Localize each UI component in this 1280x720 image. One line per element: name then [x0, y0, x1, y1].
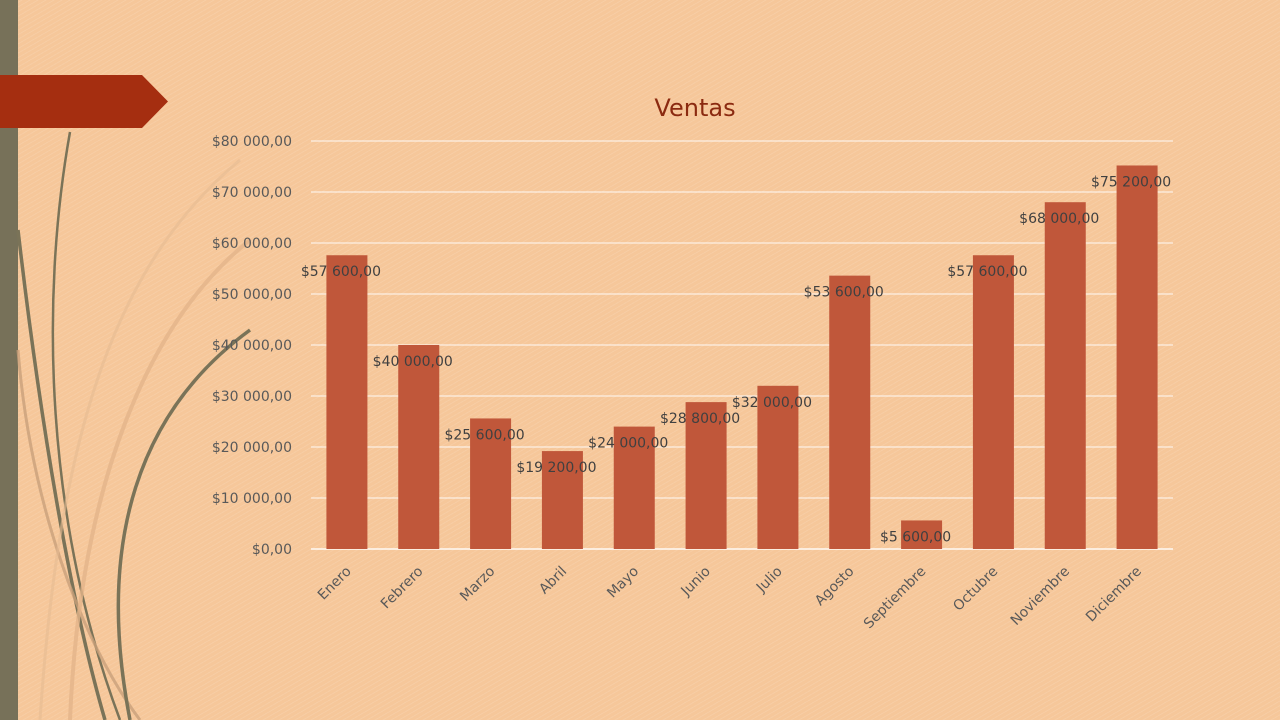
data-label: $57 600,00: [301, 264, 381, 280]
y-tick-label: $10 000,00: [212, 491, 292, 507]
x-tick-label: Octubre: [950, 564, 1001, 615]
bar-marzo: [470, 418, 512, 549]
data-label: $25 600,00: [444, 427, 524, 443]
data-label: $75 200,00: [1091, 174, 1171, 190]
x-tick-label: Diciembre: [1083, 564, 1145, 626]
x-tick-label: Mayo: [604, 564, 642, 602]
bar-agosto: [829, 275, 871, 549]
bar-febrero: [398, 345, 440, 549]
x-tick-label: Abril: [536, 564, 570, 598]
x-tick-label: Febrero: [378, 564, 427, 613]
title-tab-shape: [0, 75, 168, 128]
x-tick-label: Enero: [315, 564, 355, 604]
bar-diciembre: [1116, 165, 1158, 550]
data-label: $5 600,00: [880, 529, 951, 545]
x-axis: Enero Febrero Marzo Abril Mayo Junio Julio Agos…: [315, 564, 1145, 633]
data-labels: $57 600,00 $40 000,00 $25 600,00 $19 200,00…: [301, 174, 1171, 545]
y-tick-label: $30 000,00: [212, 389, 292, 405]
data-label: $40 000,00: [373, 354, 453, 370]
bar-noviembre: [1044, 202, 1086, 549]
bars: [326, 165, 1158, 550]
bar-julio: [757, 385, 799, 549]
data-label: $68 000,00: [1019, 211, 1099, 227]
gridlines: [311, 140, 1173, 550]
bar-junio: [685, 402, 727, 549]
x-tick-label: Marzo: [457, 564, 498, 605]
y-tick-label: $50 000,00: [212, 287, 292, 303]
y-tick-label: $80 000,00: [212, 134, 292, 150]
data-label: $57 600,00: [947, 264, 1027, 280]
data-label: $24 000,00: [588, 436, 668, 452]
data-label: $32 000,00: [732, 395, 812, 411]
slide-side-bar: [0, 0, 18, 720]
x-tick-label: Noviembre: [1008, 564, 1073, 629]
y-tick-label: $20 000,00: [212, 440, 292, 456]
x-tick-label: Agosto: [812, 564, 858, 610]
bar-abril: [541, 451, 583, 549]
y-tick-label: $40 000,00: [212, 338, 292, 354]
y-tick-label: $60 000,00: [212, 236, 292, 252]
data-label: $53 600,00: [804, 285, 884, 301]
x-tick-label: Julio: [753, 564, 786, 597]
y-tick-label: $0,00: [252, 542, 292, 558]
bar-octubre: [972, 255, 1014, 550]
bar-septiembre: [901, 520, 943, 549]
chart-title: Ventas: [654, 94, 735, 122]
x-tick-label: Junio: [678, 564, 714, 600]
bar-mayo: [613, 426, 655, 549]
y-tick-label: $70 000,00: [212, 185, 292, 201]
bar-enero: [326, 255, 368, 550]
data-label: $28 800,00: [660, 411, 740, 427]
y-axis: $0,00 $10 000,00 $20 000,00 $30 000,00 $40 0…: [212, 134, 292, 558]
x-tick-label: Septiembre: [861, 564, 930, 633]
data-label: $19 200,00: [516, 460, 596, 476]
